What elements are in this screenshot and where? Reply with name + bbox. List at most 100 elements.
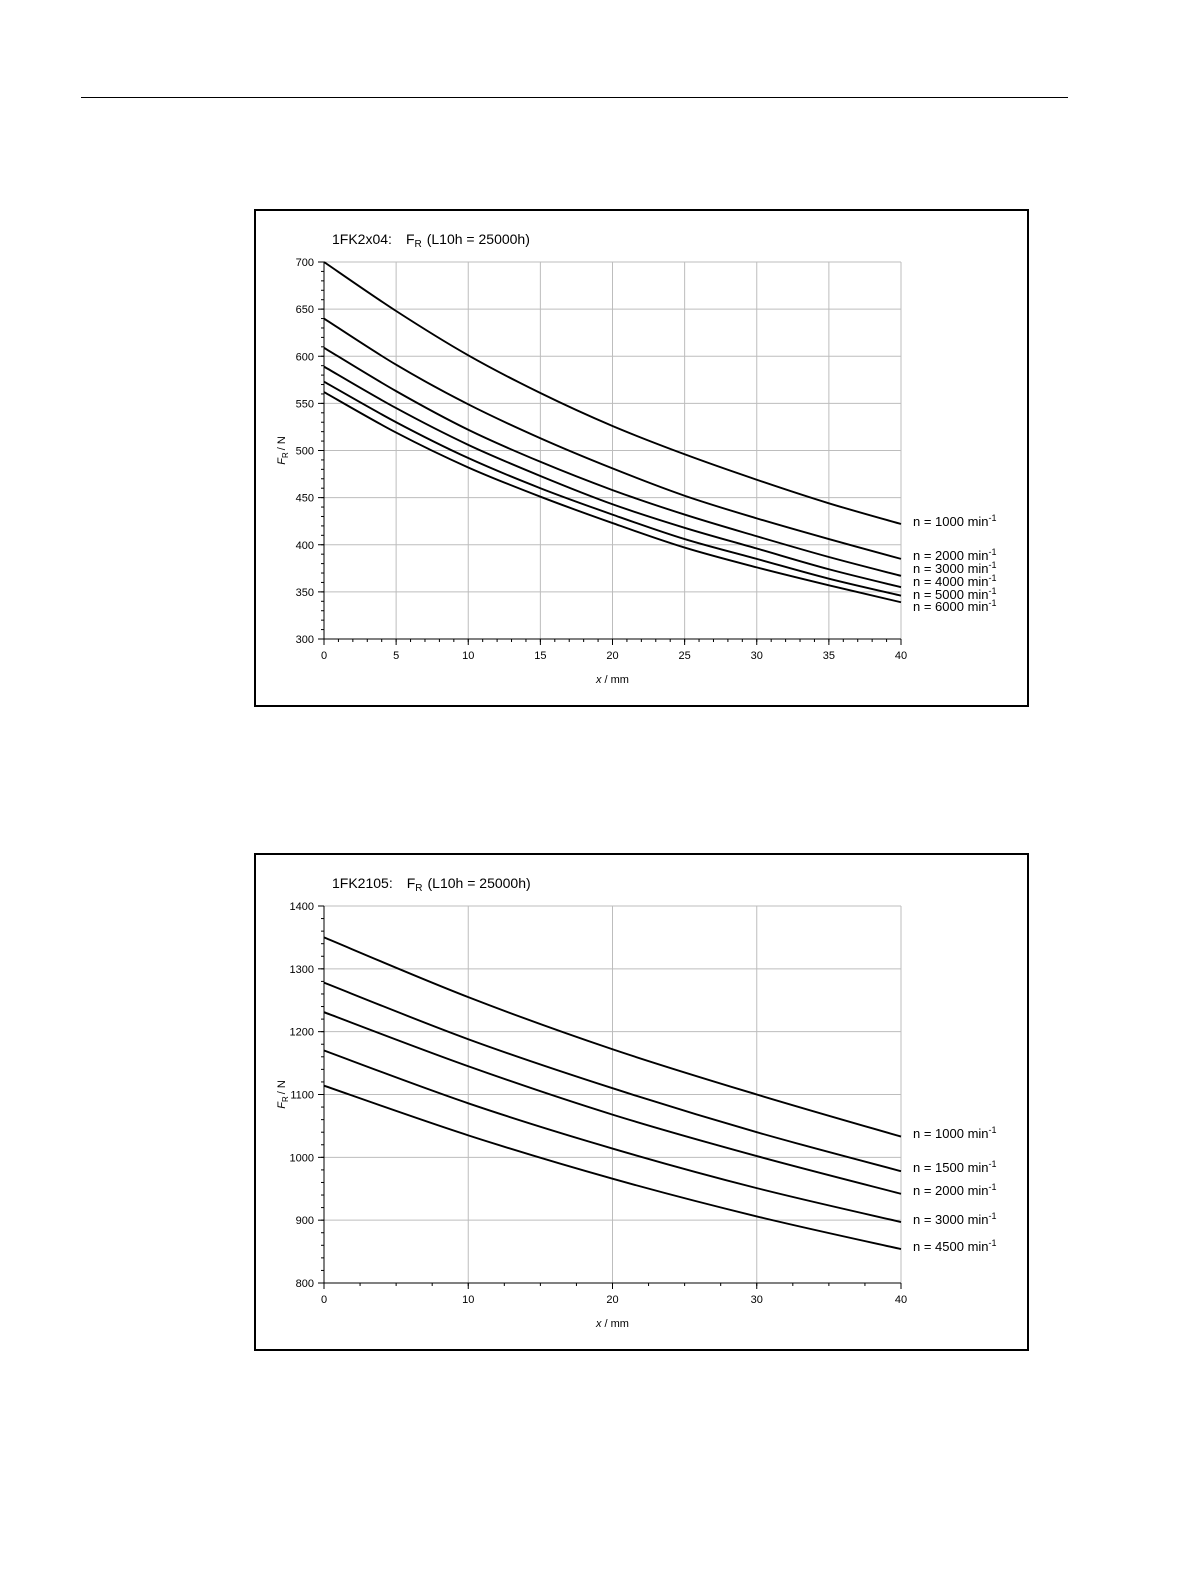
legend-label: n = 2000 min-1 [913,547,997,563]
x-axis-unit: / mm [605,1318,629,1330]
legend-label: n = 1000 min-1 [913,1125,997,1141]
series-line [323,391,902,604]
chart-title-condition: (L10h = 25000h) [427,231,530,247]
chart-title-model: 1FK2x04: [332,231,392,247]
y-tick-label: 1000 [290,1152,314,1164]
legend-label-text: n = 3000 min [913,1212,989,1227]
legend-label-exponent: -1 [989,1238,997,1248]
legend-label: n = 2000 min-1 [913,1182,997,1198]
x-tick-label: 35 [823,650,835,662]
y-axis-subscript: R [281,1096,290,1102]
series-line [323,936,902,1138]
chart-title-model: 1FK2105: [332,875,393,891]
y-tick-label: 550 [296,398,314,410]
x-axis-label: x / mm [595,674,629,686]
chart-title-condition: (L10h = 25000h) [428,875,531,891]
y-axis-subscript: R [281,452,290,458]
legend-label-text: n = 2000 min [913,1183,989,1198]
chart-title-subscript: R [415,239,422,250]
y-tick-label: 400 [296,540,314,552]
chart-title: 1FK2105: FR (L10h = 25000h) [332,875,531,894]
y-axis-unit: / N [276,1080,288,1094]
legend-label: n = 1000 min-1 [913,513,997,529]
legend-label-exponent: -1 [989,1125,997,1135]
y-axis-label: FR / N [276,1080,290,1109]
series-line [323,317,902,560]
y-tick-label: 650 [296,304,314,316]
y-axis-symbol: F [276,1101,288,1109]
x-tick-label: 30 [751,1294,763,1306]
y-tick-label: 1100 [290,1090,314,1102]
legend-label-text: n = 1000 min [913,1126,989,1141]
chart-1fk2x04: 1FK2x04: FR (L10h = 25000h)300350400450500… [276,231,997,686]
y-tick-label: 800 [296,1278,314,1290]
legend-label-text: n = 3000 min [913,561,989,576]
x-axis-symbol: x [595,1318,602,1330]
legend-label-text: n = 1000 min [913,514,989,529]
series-line [323,1011,902,1195]
chart-panel-1fk2x04: 1FK2x04: FR (L10h = 25000h) 300 350 400 450 500… [254,209,1029,707]
legend-label-text: n = 4000 min [913,574,989,589]
chart-1fk2105: 1FK2105: FR (L10h = 25000h)800900100011001… [276,875,997,1330]
legend-label-exponent: -1 [989,1159,997,1169]
x-axis-label: x / mm [595,1318,629,1330]
x-tick-label: 0 [321,1294,327,1306]
x-tick-label: 15 [534,650,546,662]
y-axis-unit: / N [276,436,288,450]
y-tick-label: 350 [296,587,314,599]
legend-label-exponent: -1 [989,1211,997,1221]
legend-label-text: n = 4500 min [913,1239,989,1254]
series-line [323,380,902,597]
x-axis-unit: / mm [605,674,629,686]
legend-label: n = 3000 min-1 [913,560,997,576]
x-axis-symbol: x [595,674,602,686]
legend-label-text: n = 6000 min [913,599,989,614]
series-line [323,346,902,577]
legend-label: n = 6000 min-1 [913,598,997,614]
legend-label-text: n = 5000 min [913,587,989,602]
y-tick-label: 1200 [290,1027,314,1039]
series-line [323,981,902,1173]
y-axis-symbol: F [276,457,288,465]
legend-label: n = 4000 min-1 [913,573,997,589]
legend-label-text: n = 1500 min [913,1160,989,1175]
x-tick-label: 10 [462,1294,474,1306]
y-tick-label: 500 [296,446,314,458]
chart-title: 1FK2x04: FR (L10h = 25000h) [332,231,530,250]
y-tick-label: 300 [296,634,314,646]
x-tick-label: 40 [895,650,907,662]
y-axis-label: FR / N [276,436,290,465]
legend-label: n = 5000 min-1 [913,586,997,602]
legend-label-text: n = 2000 min [913,548,989,563]
legend-label: n = 3000 min-1 [913,1211,997,1227]
x-tick-label: 20 [606,650,618,662]
x-tick-label: 30 [751,650,763,662]
legend-label-exponent: -1 [989,586,997,596]
y-tick-label: 900 [296,1215,314,1227]
y-tick-label: 1400 [290,901,314,913]
x-tick-label: 5 [393,650,399,662]
chart-title-quantity: F [407,875,416,891]
legend-label-exponent: -1 [989,547,997,557]
legend-label-exponent: -1 [989,560,997,570]
series-line [323,365,902,589]
y-tick-label: 1300 [290,964,314,976]
legend-label-exponent: -1 [989,573,997,583]
chart-title-quantity: F [406,231,415,247]
series-line [323,261,902,525]
chart-panel-1fk2105: 1FK2105: FR (L10h = 25000h) 800 900 1000 1100 1… [254,853,1029,1351]
series-line [323,1049,902,1223]
x-tick-label: 10 [462,650,474,662]
y-tick-label: 700 [296,257,314,269]
x-tick-label: 25 [679,650,691,662]
series-line [323,1084,902,1250]
legend-label-exponent: -1 [989,598,997,608]
legend-label-exponent: -1 [989,1182,997,1192]
legend-label: n = 4500 min-1 [913,1238,997,1254]
x-tick-label: 40 [895,1294,907,1306]
x-tick-label: 0 [321,650,327,662]
legend-label-exponent: -1 [989,513,997,523]
chart-title-subscript: R [415,883,422,894]
page-header-rule [81,97,1068,98]
y-tick-label: 450 [296,493,314,505]
